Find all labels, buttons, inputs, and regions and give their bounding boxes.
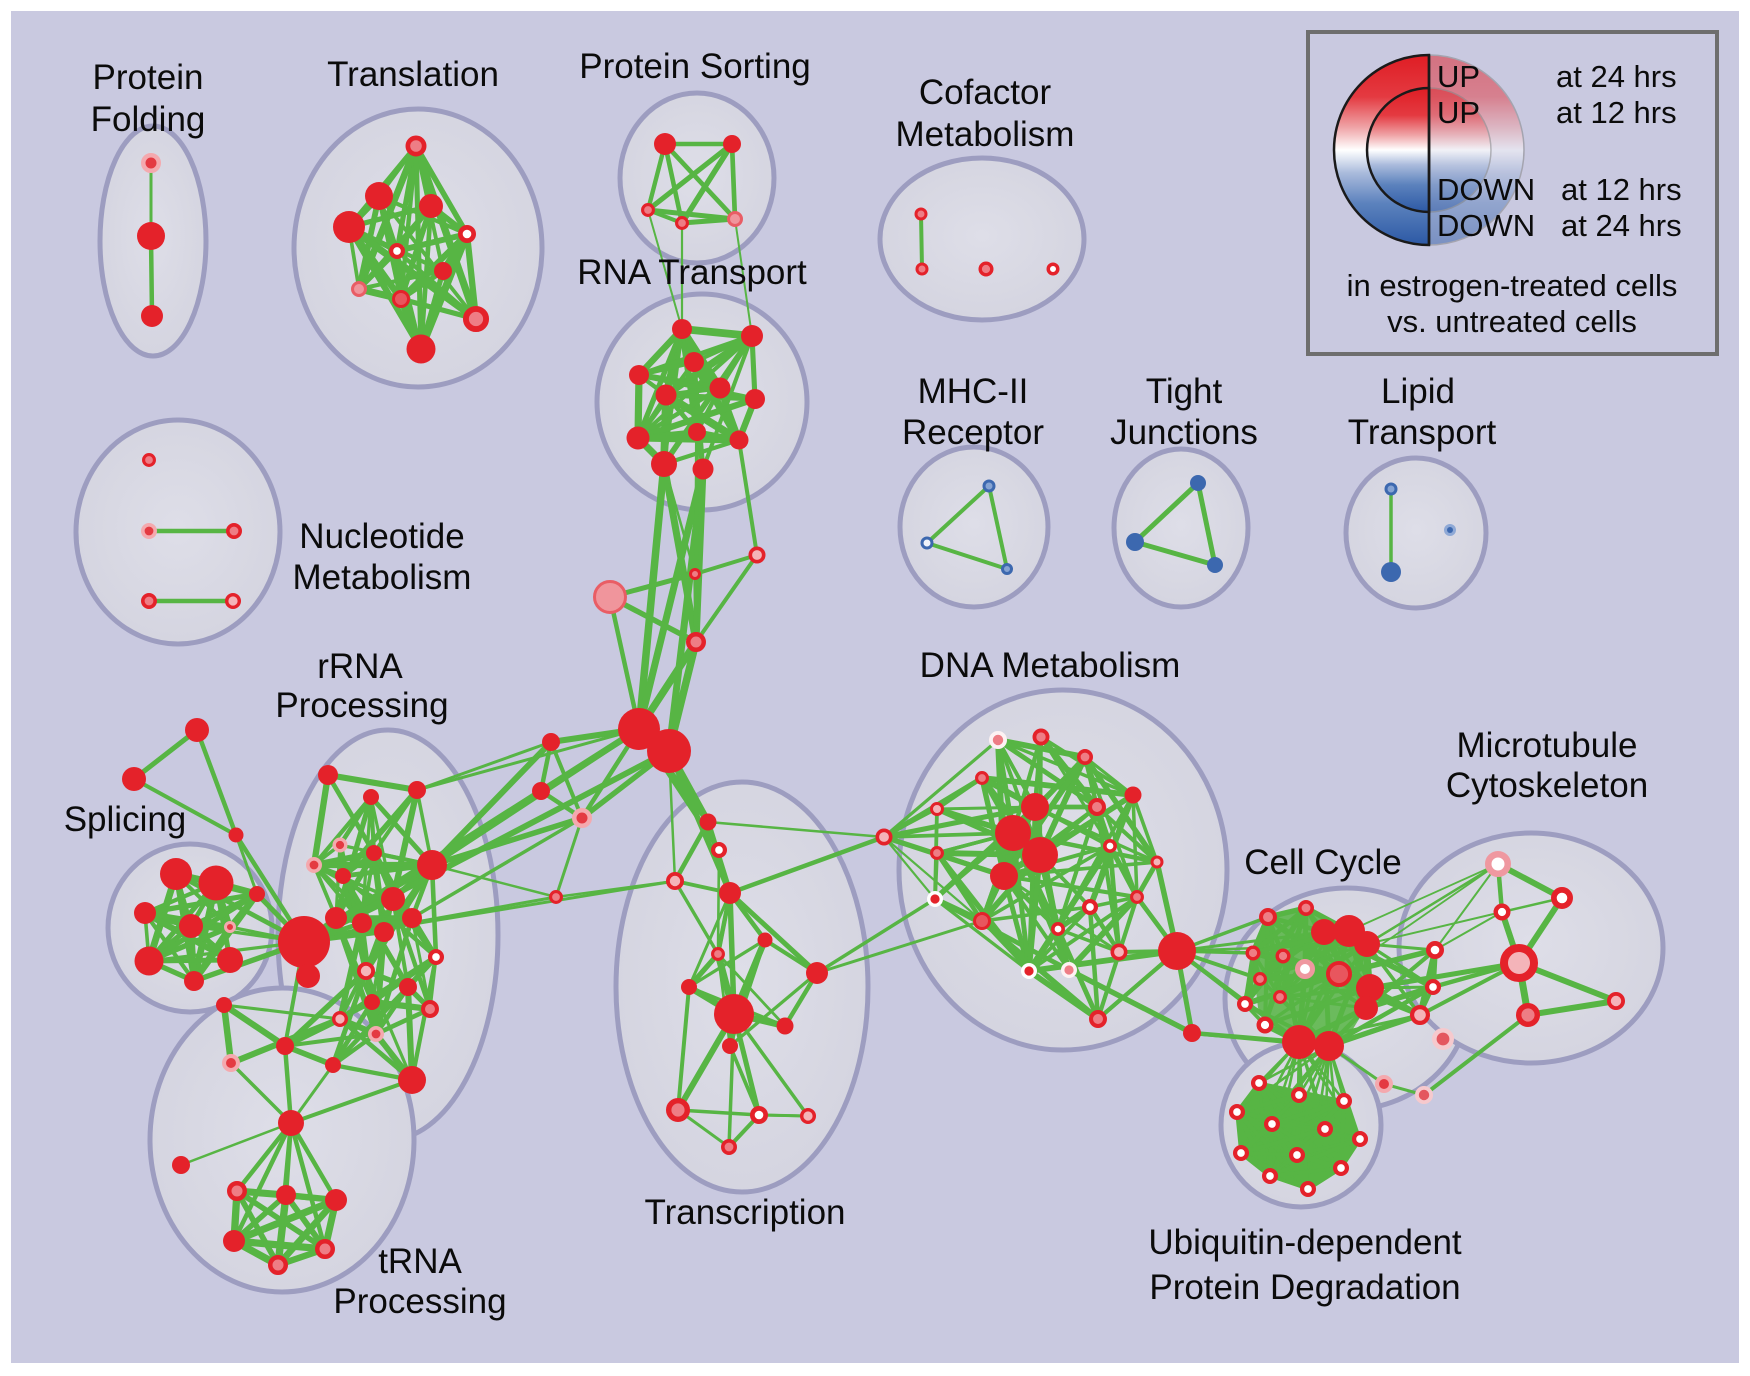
svg-text:Tight: Tight [1146, 372, 1223, 411]
svg-text:Lipid: Lipid [1381, 372, 1455, 411]
svg-text:DNA Metabolism: DNA Metabolism [920, 646, 1181, 685]
svg-text:tRNA: tRNA [378, 1242, 462, 1281]
svg-text:Protein Sorting: Protein Sorting [579, 47, 811, 86]
svg-text:Translation: Translation [327, 55, 499, 94]
svg-text:DOWN: DOWN [1437, 172, 1535, 207]
svg-text:DOWN: DOWN [1437, 208, 1535, 243]
svg-text:Junctions: Junctions [1110, 413, 1258, 452]
svg-text:Protein: Protein [93, 58, 204, 97]
svg-text:Processing: Processing [333, 1282, 506, 1321]
svg-text:Transcription: Transcription [645, 1193, 846, 1232]
svg-text:Ubiquitin-dependent: Ubiquitin-dependent [1148, 1223, 1462, 1262]
svg-text:Receptor: Receptor [902, 413, 1044, 452]
svg-text:at 12 hrs: at 12 hrs [1561, 172, 1682, 207]
svg-text:Splicing: Splicing [64, 800, 187, 839]
svg-text:Processing: Processing [275, 686, 448, 725]
svg-text:RNA Transport: RNA Transport [577, 253, 807, 292]
svg-text:Metabolism: Metabolism [896, 115, 1075, 154]
svg-text:Microtubule: Microtubule [1457, 726, 1638, 765]
svg-text:Cytoskeleton: Cytoskeleton [1446, 766, 1648, 805]
svg-text:UP: UP [1437, 59, 1480, 94]
svg-text:at 24 hrs: at 24 hrs [1561, 208, 1682, 243]
svg-text:Transport: Transport [1348, 413, 1497, 452]
svg-text:Nucleotide: Nucleotide [299, 517, 464, 556]
svg-text:Protein Degradation: Protein Degradation [1149, 1268, 1460, 1307]
svg-text:in estrogen-treated cells: in estrogen-treated cells [1347, 268, 1678, 303]
svg-text:vs. untreated cells: vs. untreated cells [1387, 304, 1637, 339]
svg-text:Metabolism: Metabolism [293, 558, 472, 597]
svg-text:Cell Cycle: Cell Cycle [1244, 843, 1402, 882]
svg-text:rRNA: rRNA [317, 647, 403, 686]
svg-text:at 12 hrs: at 12 hrs [1556, 95, 1677, 130]
svg-text:Cofactor: Cofactor [919, 73, 1052, 112]
svg-text:Folding: Folding [91, 100, 206, 139]
svg-text:MHC-II: MHC-II [918, 372, 1029, 411]
svg-text:UP: UP [1437, 95, 1480, 130]
svg-text:at 24 hrs: at 24 hrs [1556, 59, 1677, 94]
